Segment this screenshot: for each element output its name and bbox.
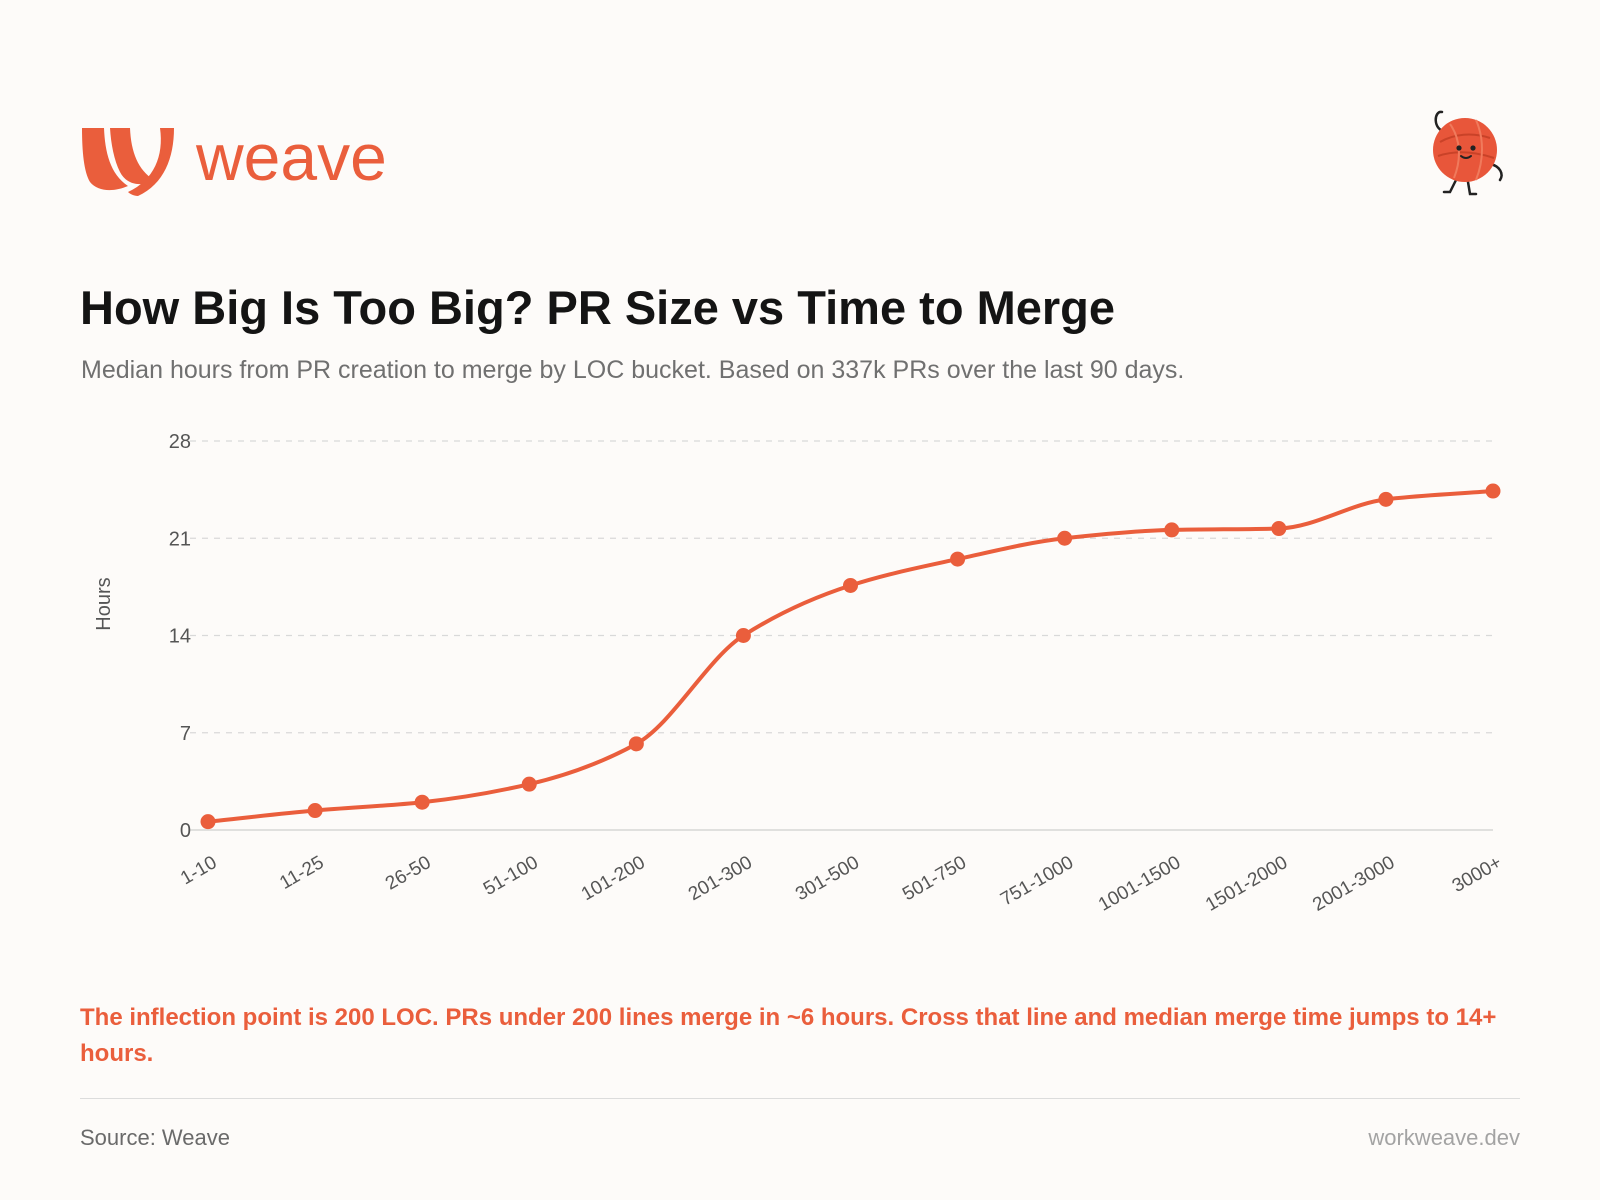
footer-divider <box>80 1098 1520 1099</box>
grid-layer <box>190 440 1493 831</box>
data-point <box>950 551 966 567</box>
y-tick-label: 21 <box>169 528 191 550</box>
data-point <box>414 794 430 810</box>
x-tick-label: 101-200 <box>578 852 649 905</box>
x-tick-label: 501-750 <box>899 852 970 905</box>
data-point <box>307 803 323 819</box>
x-tick-label: 3000+ <box>1449 852 1506 897</box>
line-chart: 0 7 14 21 28 Hours 1-10 11-25 26-50 51-100 101-2… <box>93 431 1506 916</box>
x-tick-label: 301-500 <box>792 852 863 905</box>
x-tick-label: 26-50 <box>382 852 435 894</box>
x-tick-label: 1501-2000 <box>1202 852 1291 916</box>
x-tick-label: 201-300 <box>685 852 756 905</box>
x-axis-ticks: 1-10 11-25 26-50 51-100 101-200 201-300 301-50… <box>177 852 1505 916</box>
data-point <box>521 776 537 792</box>
series-line <box>206 489 1495 824</box>
data-point <box>628 736 644 752</box>
callout-text: The inflection point is 200 LOC. PRs und… <box>80 1004 1497 1067</box>
data-point <box>1271 521 1287 537</box>
yarn-ball-mascot-icon <box>1433 110 1503 196</box>
x-tick-label: 751-1000 <box>997 852 1077 910</box>
x-tick-label: 2001-3000 <box>1309 852 1398 916</box>
series-markers <box>200 483 1501 830</box>
x-tick-label: 51-100 <box>480 852 542 900</box>
y-tick-label: 7 <box>180 723 191 745</box>
data-point <box>1164 522 1180 538</box>
y-axis-label: Hours <box>93 577 115 630</box>
y-tick-label: 28 <box>169 431 191 453</box>
y-axis-ticks: 0 7 14 21 28 <box>169 431 191 842</box>
source-label: Source: Weave <box>80 1125 231 1150</box>
data-point <box>735 628 751 643</box>
data-point <box>200 814 216 830</box>
data-point <box>1485 483 1501 499</box>
x-tick-label: 1001-1500 <box>1095 852 1184 916</box>
weave-logo-icon <box>82 128 174 196</box>
x-tick-label: 1-10 <box>177 852 220 889</box>
data-point <box>1378 491 1394 507</box>
y-tick-label: 14 <box>169 626 191 648</box>
chart-subtitle: Median hours from PR creation to merge b… <box>81 356 1185 384</box>
brand-logo: weave <box>80 124 387 198</box>
x-tick-label: 11-25 <box>276 852 327 894</box>
brand-wordmark: weave <box>196 120 387 194</box>
y-tick-label: 0 <box>180 820 191 842</box>
data-point <box>843 577 858 593</box>
data-point <box>1057 530 1073 546</box>
chart-title: How Big Is Too Big? PR Size vs Time to M… <box>80 281 1116 334</box>
site-link[interactable]: workweave.dev <box>1368 1125 1520 1150</box>
